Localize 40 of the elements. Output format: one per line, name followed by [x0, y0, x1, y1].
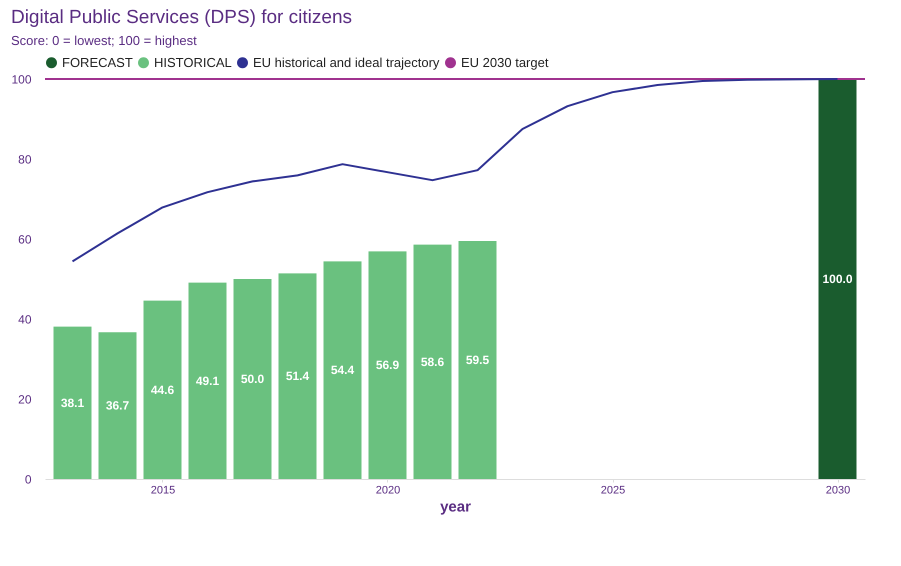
data-label: 100.0 — [822, 272, 853, 286]
legend-label: FORECAST — [62, 54, 133, 70]
chart-title: Digital Public Services (DPS) for citizens — [10, 7, 352, 28]
bar — [414, 244, 452, 479]
bar — [234, 279, 272, 479]
data-label: 54.4 — [330, 363, 354, 378]
y-tick-label: 0 — [24, 472, 32, 486]
bar — [458, 241, 496, 479]
x-tick-label: 2015 — [150, 484, 176, 496]
x-axis-title: year — [440, 498, 472, 516]
data-label: 49.1 — [196, 374, 220, 388]
bar — [278, 273, 316, 479]
bar — [98, 332, 136, 479]
y-tick-label: 60 — [18, 232, 32, 246]
x-tick-label: 2030 — [826, 484, 850, 496]
data-label: 44.6 — [150, 382, 174, 397]
x-tick-label: 2020 — [376, 484, 400, 496]
chart-subtitle: Score: 0 = lowest; 100 = highest — [10, 33, 198, 48]
x-tick-label: 2025 — [600, 484, 626, 496]
bar — [188, 282, 226, 479]
y-tick-label: 80 — [18, 152, 32, 166]
data-label: 51.4 — [286, 369, 310, 384]
legend-label: EU historical and ideal trajectory — [253, 54, 440, 70]
bar — [144, 300, 182, 479]
line-series — [72, 78, 838, 262]
y-tick-label: 100 — [11, 72, 32, 86]
bar — [54, 326, 92, 479]
y-tick-label: 40 — [18, 312, 32, 326]
data-label: 50.0 — [240, 372, 264, 386]
bar — [324, 261, 362, 479]
legend-label: EU 2030 target — [461, 54, 549, 70]
bar — [368, 251, 406, 479]
legend-label: HISTORICAL — [154, 54, 232, 70]
data-label: 36.7 — [106, 398, 130, 413]
bar — [818, 79, 856, 479]
data-label: 58.6 — [420, 354, 444, 369]
data-label: 59.5 — [466, 353, 490, 367]
data-label: 56.9 — [376, 358, 400, 372]
y-tick-label: 20 — [18, 392, 32, 406]
data-label: 38.1 — [60, 396, 84, 410]
